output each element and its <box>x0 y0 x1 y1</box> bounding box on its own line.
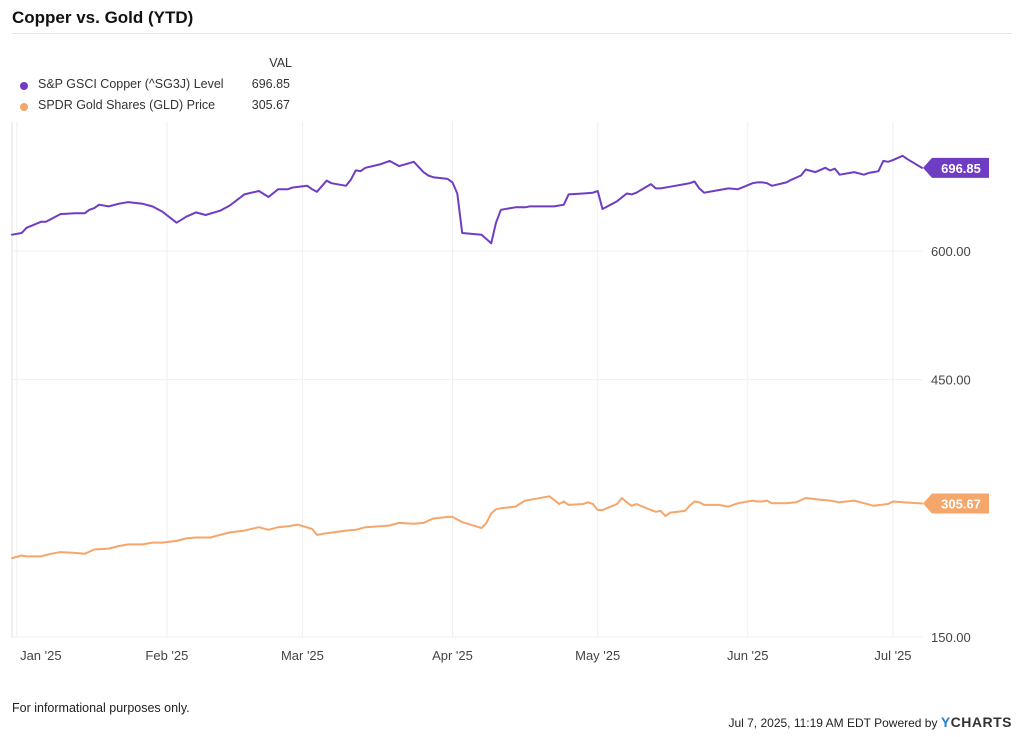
x-tick-label: May '25 <box>575 648 620 663</box>
copper-series-line <box>11 154 923 245</box>
y-tick-label: 600.00 <box>931 244 971 259</box>
chart-title: Copper vs. Gold (YTD) <box>12 8 194 27</box>
legend-series-name: SPDR Gold Shares (GLD) Price <box>38 98 216 112</box>
gold-last-value-flag <box>923 493 989 514</box>
gold-series-line <box>11 495 923 560</box>
gold-series-dot-icon <box>20 103 28 111</box>
legend-series-value: 696.85 <box>251 77 290 91</box>
legend-series-value: 305.67 <box>251 98 290 112</box>
x-tick-label: Jan '25 <box>20 648 62 663</box>
x-tick-label: Jul '25 <box>874 648 911 663</box>
copper-series-dot-icon <box>20 82 28 90</box>
copper-last-value-label: 696.85 <box>941 161 981 176</box>
legend-column-header: VAL <box>269 56 292 70</box>
y-tick-label: 150.00 <box>931 630 971 645</box>
footer-attribution: Jul 7, 2025, 11:19 AM EDT Powered by YCH… <box>728 714 1012 730</box>
legend-series-name: S&P GSCI Copper (^SG3J) Level <box>38 77 224 91</box>
y-tick-label: 450.00 <box>931 373 971 388</box>
copper-last-value-flag <box>923 157 989 178</box>
x-tick-label: Apr '25 <box>432 648 473 663</box>
logo-wordmark: CHARTS <box>950 714 1012 730</box>
x-tick-label: Feb '25 <box>145 648 188 663</box>
x-tick-label: Jun '25 <box>727 648 769 663</box>
disclaimer-text: For informational purposes only. <box>12 701 190 715</box>
logo-y-mark: Y <box>940 714 951 730</box>
x-tick-label: Mar '25 <box>281 648 324 663</box>
ycharts-logo[interactable]: YCHARTS <box>941 714 1012 730</box>
timestamp-text: Jul 7, 2025, 11:19 AM EDT Powered by <box>728 716 938 730</box>
gold-last-value-label: 305.67 <box>941 496 981 511</box>
title-divider <box>12 33 1012 34</box>
